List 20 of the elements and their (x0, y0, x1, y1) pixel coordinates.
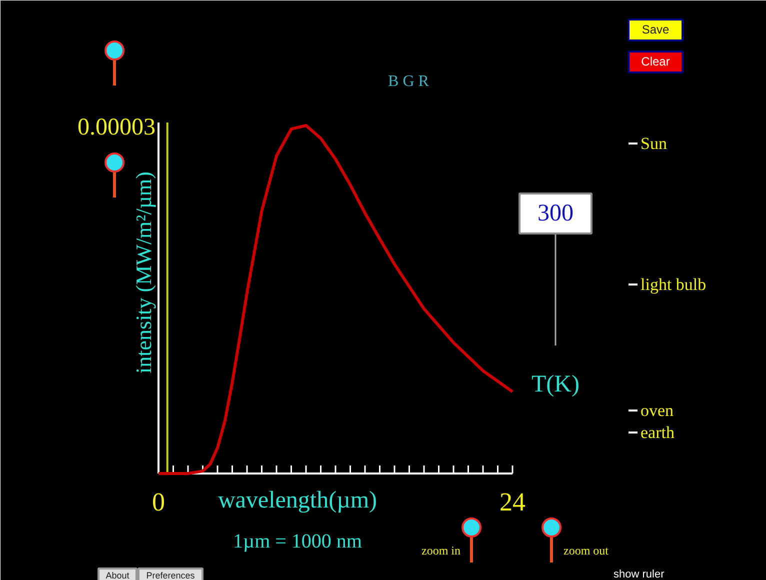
y-axis-title: intensity (MW/m²/µm) (131, 172, 156, 374)
text: Clear (641, 54, 670, 68)
text: earth (640, 423, 675, 442)
text: 0.00003 (78, 114, 156, 140)
text: Preferences (146, 570, 196, 580)
text: Sun (640, 134, 668, 153)
text: B G R (388, 73, 430, 90)
x-tick-label: 0 (152, 488, 165, 516)
text: light bulb (640, 275, 706, 294)
text: 300 (538, 200, 574, 226)
text: zoom in (422, 544, 461, 558)
text: Save (642, 22, 670, 36)
text: oven (640, 401, 674, 420)
text: 1µm = 1000 nm (233, 530, 362, 552)
x-tick-label: 24 (500, 488, 526, 516)
text: T(K) (532, 372, 580, 398)
x-axis-title: wavelength(µm) (218, 488, 378, 514)
text: About (106, 570, 130, 580)
text: show ruler (614, 568, 665, 580)
text: zoom out (564, 544, 610, 558)
